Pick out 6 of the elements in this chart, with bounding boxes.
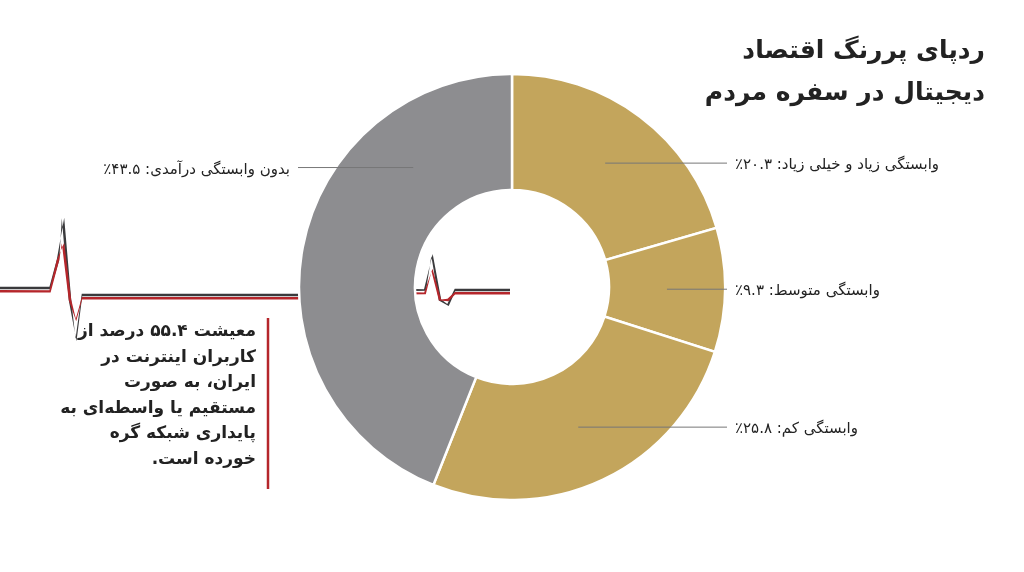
slice-label: وابستگی متوسط: ۹.۳٪ bbox=[735, 281, 880, 300]
annotation: معیشت ۵۵.۴ درصد از کاربران اینترنت در ایران، به صورت مستقیم یا واسطه‌ای به پایداری شبکه گره خورده است. bbox=[60, 320, 256, 468]
title: ردپای پررنگ اقتصاد دیجیتال در سفره مردم bbox=[704, 35, 985, 106]
slice-label: بدون وابستگی درآمدی: ۴۳.۵٪ bbox=[103, 159, 290, 178]
slice-label: وابستگی زیاد و خیلی زیاد: ۲۰.۳٪ bbox=[735, 155, 940, 174]
slice-label: وابستگی کم: ۲۵.۸٪ bbox=[735, 419, 859, 438]
